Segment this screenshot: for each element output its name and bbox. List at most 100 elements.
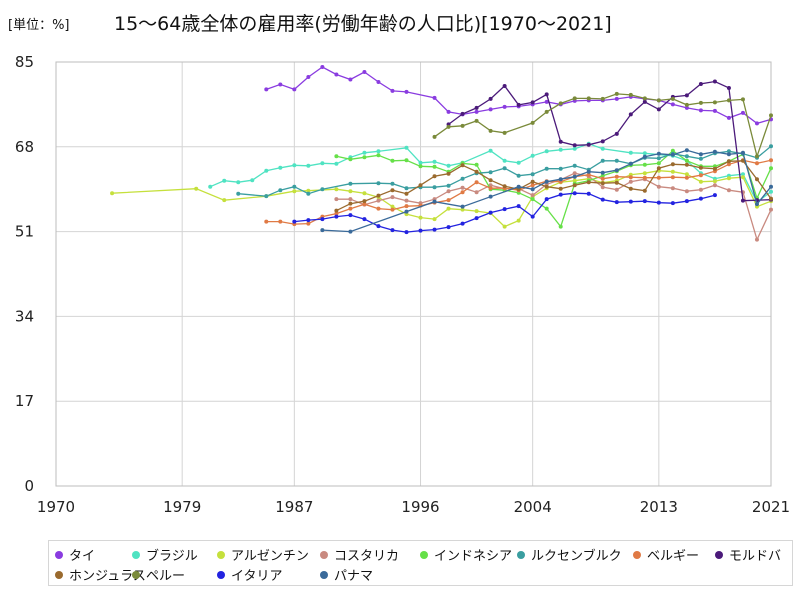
data-point <box>334 72 339 77</box>
legend-marker <box>217 571 225 579</box>
data-point <box>390 207 395 212</box>
data-point <box>530 193 535 198</box>
data-point <box>516 173 521 178</box>
series-line <box>266 66 772 125</box>
data-point <box>769 189 773 194</box>
data-point <box>474 180 479 185</box>
data-point <box>460 221 465 226</box>
data-point <box>488 194 493 199</box>
data-point <box>656 166 661 171</box>
data-point <box>474 190 479 195</box>
data-point <box>474 209 479 214</box>
data-point <box>250 178 255 183</box>
x-tick-label: 1987 <box>275 498 313 516</box>
data-point <box>544 99 549 104</box>
data-point <box>698 179 703 184</box>
data-point <box>572 178 577 183</box>
data-point <box>656 107 661 112</box>
data-point <box>684 148 689 153</box>
data-point <box>544 179 549 184</box>
data-point <box>348 201 353 206</box>
y-tick-label: 85 <box>15 53 34 71</box>
data-point <box>712 179 717 184</box>
unit-label: [単位：%] <box>8 18 70 33</box>
grid <box>55 61 772 487</box>
legend-item: ブラジル <box>132 545 198 564</box>
data-point <box>362 150 367 155</box>
series-line <box>336 172 772 242</box>
data-point <box>586 180 591 185</box>
data-point <box>390 158 395 163</box>
data-point <box>544 197 549 202</box>
data-point <box>698 81 703 86</box>
data-point <box>614 187 619 192</box>
data-point <box>446 183 451 188</box>
data-point <box>698 108 703 113</box>
data-point <box>769 166 773 171</box>
data-point <box>740 198 745 203</box>
data-point <box>418 183 423 188</box>
data-point <box>446 206 451 211</box>
data-point <box>712 149 717 154</box>
data-point <box>320 187 325 192</box>
data-point <box>390 204 395 209</box>
data-point <box>754 121 759 126</box>
data-point <box>642 154 647 159</box>
data-point <box>656 98 661 103</box>
data-point <box>432 164 437 169</box>
data-point <box>334 211 339 216</box>
series-line <box>112 170 772 228</box>
data-point <box>348 213 353 218</box>
data-point <box>600 96 605 101</box>
y-tick-label: 17 <box>15 392 34 410</box>
y-tick-label: 68 <box>15 138 34 156</box>
data-point <box>474 118 479 123</box>
data-point <box>754 202 759 207</box>
data-point <box>306 221 311 226</box>
legend-label: ペルー <box>146 569 186 584</box>
data-point <box>530 187 535 192</box>
data-point <box>698 173 703 178</box>
data-point <box>390 88 395 93</box>
data-point <box>376 181 381 186</box>
data-point <box>278 82 283 87</box>
data-point <box>586 96 591 101</box>
data-point <box>376 149 381 154</box>
data-point <box>684 105 689 110</box>
data-point <box>348 229 353 234</box>
data-point <box>278 188 283 193</box>
data-point <box>348 206 353 211</box>
series-モルドバ <box>446 79 773 203</box>
data-point <box>306 218 311 223</box>
x-tick-label: 1970 <box>37 498 75 516</box>
data-point <box>516 184 521 189</box>
data-point <box>390 181 395 186</box>
data-point <box>544 149 549 154</box>
data-point <box>726 188 731 193</box>
data-point <box>684 189 689 194</box>
data-point <box>628 179 633 184</box>
data-point <box>684 154 689 159</box>
data-point <box>488 96 493 101</box>
data-point <box>404 158 409 163</box>
data-point <box>222 198 227 203</box>
data-point <box>712 100 717 105</box>
data-point <box>670 201 675 206</box>
data-point <box>516 218 521 223</box>
data-point <box>460 204 465 209</box>
data-point <box>572 183 577 188</box>
data-point <box>642 151 647 156</box>
data-point <box>684 172 689 177</box>
data-point <box>684 162 689 167</box>
data-point <box>474 169 479 174</box>
data-point <box>264 194 269 199</box>
series-ホンジュラス <box>334 158 773 213</box>
data-point <box>432 159 437 164</box>
data-point <box>306 163 311 168</box>
data-point <box>600 181 605 186</box>
legend-label: ブラジル <box>146 549 198 564</box>
data-point <box>600 170 605 175</box>
data-point <box>628 199 633 204</box>
data-point <box>362 199 367 204</box>
data-point <box>628 186 633 191</box>
